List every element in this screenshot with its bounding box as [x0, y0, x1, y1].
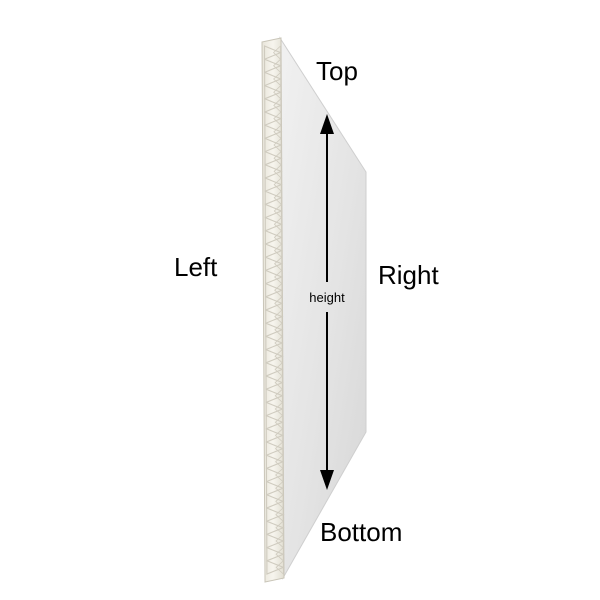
edge-flute — [265, 295, 284, 311]
edge-flute — [264, 229, 284, 245]
edge-flute — [273, 97, 282, 113]
edge-flute — [274, 322, 283, 338]
edge-flute — [264, 216, 283, 232]
edge-flute — [264, 256, 284, 272]
edge-flute — [274, 295, 283, 311]
edge-flute — [273, 71, 282, 87]
edge-flute — [275, 493, 284, 509]
edge-flute — [274, 401, 283, 417]
arrowhead-up-icon — [320, 114, 334, 134]
edge-flute — [273, 203, 282, 219]
edge-flute — [264, 137, 283, 153]
edge-flute — [265, 441, 285, 457]
edge-flute — [274, 375, 283, 391]
edge-flute — [273, 177, 282, 193]
edge-flute — [273, 84, 282, 100]
edge-flute — [266, 493, 285, 509]
edge-flute — [265, 388, 284, 404]
edge-flute — [264, 71, 283, 87]
edge-flute — [273, 58, 282, 74]
edge-flute — [274, 441, 284, 457]
edge-flute — [274, 348, 283, 364]
edge-flute — [265, 269, 284, 285]
edge-flute — [266, 559, 285, 575]
edge-flute — [265, 427, 285, 443]
label-right: Right — [378, 260, 439, 290]
edge-flute — [265, 361, 284, 377]
edge-flute — [273, 150, 282, 166]
arrowhead-down-icon — [320, 470, 334, 490]
edge-flute — [264, 163, 283, 179]
edge-flute — [266, 546, 285, 562]
edge-flute — [275, 533, 284, 549]
edge-flute — [264, 203, 283, 219]
height-arrow — [320, 114, 334, 490]
edge-flute — [265, 348, 284, 364]
label-top: Top — [316, 56, 358, 86]
edge-flute — [265, 309, 284, 325]
panel-edge — [261, 37, 285, 583]
label-bottom: Bottom — [320, 517, 402, 547]
edge-flute — [264, 177, 283, 193]
panel-face — [279, 36, 367, 580]
edge-flute — [273, 124, 282, 140]
edge-flute — [274, 256, 283, 272]
edge-flute — [275, 546, 284, 562]
edge-flute — [266, 533, 285, 549]
edge-flute — [264, 111, 283, 127]
edge-flute — [274, 388, 283, 404]
edge-flute — [273, 163, 282, 179]
edge-flute — [273, 229, 282, 245]
edge-flute — [264, 124, 283, 140]
edge-flute — [264, 190, 283, 206]
edge-flute — [275, 559, 284, 575]
edge-flute — [275, 520, 284, 536]
edge-flute — [265, 322, 284, 338]
edge-flutes — [263, 45, 285, 575]
edge-flute — [265, 480, 285, 496]
label-height: height — [309, 290, 345, 305]
edge-flute — [274, 282, 283, 298]
edge-flute — [273, 190, 282, 206]
edge-flute — [265, 335, 284, 351]
edge-flute — [274, 427, 284, 443]
edge-flute — [274, 269, 283, 285]
edge-flute — [272, 45, 281, 61]
edge-flute — [264, 150, 283, 166]
edge-flute — [264, 58, 283, 74]
edge-flute — [265, 282, 284, 298]
edge-flute — [275, 467, 284, 483]
edge-flute — [266, 507, 285, 523]
edge-flute — [265, 401, 284, 417]
edge-flute — [264, 84, 283, 100]
edge-flute — [273, 243, 283, 259]
edge-flute — [273, 216, 282, 232]
edge-flute — [275, 454, 284, 470]
edge-flute — [264, 97, 283, 113]
edge-flute — [274, 335, 283, 351]
edge-flute — [265, 375, 284, 391]
edge-flute — [275, 507, 284, 523]
edge-flute — [274, 361, 283, 377]
edge-flute — [263, 45, 282, 61]
edge-flute — [265, 467, 285, 483]
edge-flute — [264, 243, 284, 259]
edge-flute — [265, 414, 285, 430]
edge-flute — [273, 137, 282, 153]
edge-flute — [275, 480, 284, 496]
label-left: Left — [174, 252, 218, 282]
edge-flute — [274, 414, 283, 430]
edge-flute — [274, 309, 283, 325]
edge-flute — [266, 520, 285, 536]
edge-flute — [265, 454, 285, 470]
edge-flute — [273, 111, 282, 127]
